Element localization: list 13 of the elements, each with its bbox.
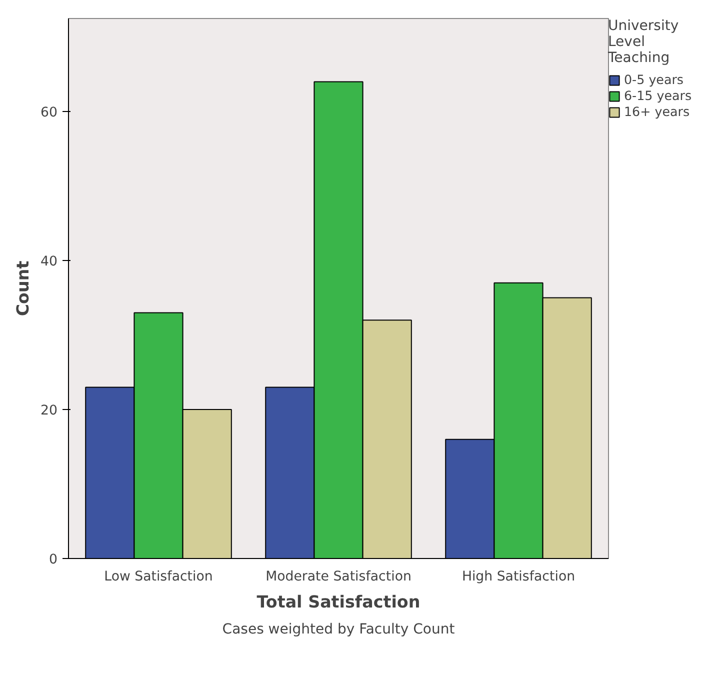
y-tick-label: 60 xyxy=(40,106,58,121)
legend-label: 16+ years xyxy=(624,104,690,119)
x-tick-label: High Satisfaction xyxy=(462,570,576,584)
y-tick-label: 40 xyxy=(40,254,58,270)
y-tick-label: 0 xyxy=(49,552,58,568)
text: Cases weighted by Faculty Count xyxy=(222,622,456,638)
x-tick-label: Low Satisfaction xyxy=(104,570,213,584)
y-tick-label: 20 xyxy=(40,404,58,419)
legend-label: 0-5 years xyxy=(624,72,684,87)
legend-label: 6-15 years xyxy=(624,88,692,103)
y-axis-title: Count xyxy=(14,260,33,316)
x-axis-title: Total Satisfaction xyxy=(256,592,420,612)
x-tick-label: Moderate Satisfaction xyxy=(266,570,412,584)
